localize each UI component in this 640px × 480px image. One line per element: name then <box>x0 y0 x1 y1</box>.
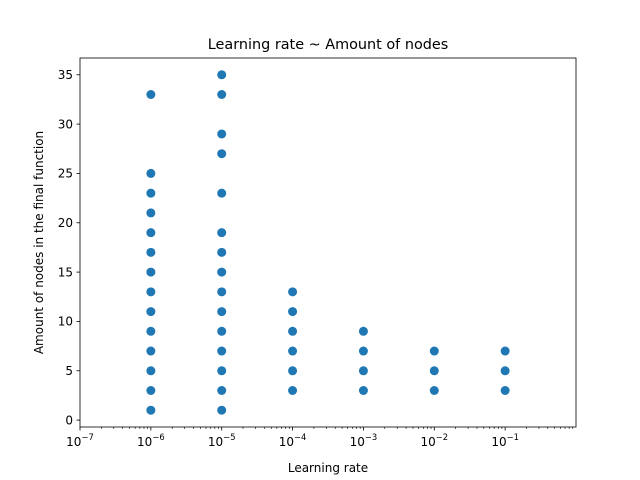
data-point <box>146 168 156 178</box>
x-tick-label: 10−5 <box>208 432 236 449</box>
x-tick-base: 10 <box>66 435 81 449</box>
x-tick-label: 10−7 <box>66 432 94 449</box>
data-point <box>288 287 298 297</box>
data-point <box>288 307 298 317</box>
data-point <box>288 366 298 376</box>
data-point <box>217 326 227 336</box>
y-tick-label: 5 <box>65 364 73 378</box>
data-point <box>358 346 368 356</box>
data-point <box>358 366 368 376</box>
data-point <box>500 385 510 395</box>
data-point <box>429 385 439 395</box>
data-point <box>288 346 298 356</box>
data-point <box>217 228 227 238</box>
x-axis-ticks: 10−7 10−6 10−5 10−4 10−3 10−2 10−1 <box>66 427 574 449</box>
data-point <box>429 366 439 376</box>
data-point <box>217 287 227 297</box>
data-point <box>146 346 156 356</box>
x-tick-exponent: −1 <box>507 432 519 442</box>
x-tick-label: 10−3 <box>350 432 378 449</box>
x-tick-base: 10 <box>279 435 294 449</box>
x-tick-exponent: −3 <box>365 432 377 442</box>
y-axis-ticks: 0 5 10 15 20 25 30 35 <box>58 68 80 427</box>
x-tick-label: 10−1 <box>491 432 519 449</box>
x-tick-base: 10 <box>491 435 506 449</box>
y-tick-label: 0 <box>65 413 73 427</box>
data-point <box>217 129 227 139</box>
data-point <box>217 149 227 159</box>
data-point <box>217 366 227 376</box>
y-tick-label: 35 <box>58 68 73 82</box>
x-tick-label: 10−2 <box>420 432 448 449</box>
x-axis-label: Learning rate <box>288 461 368 475</box>
x-tick-exponent: −6 <box>152 432 164 442</box>
x-tick-exponent: −5 <box>223 432 235 442</box>
data-point <box>146 287 156 297</box>
chart-title: Learning rate ~ Amount of nodes <box>208 37 448 53</box>
data-point <box>217 307 227 317</box>
data-point <box>288 326 298 336</box>
data-point <box>146 307 156 317</box>
data-point <box>429 346 439 356</box>
x-tick-base: 10 <box>350 435 365 449</box>
data-point <box>146 247 156 257</box>
data-point <box>217 267 227 277</box>
data-point <box>146 267 156 277</box>
y-tick-label: 25 <box>58 167 73 181</box>
x-tick-label: 10−4 <box>279 432 307 449</box>
y-tick-label: 10 <box>58 315 73 329</box>
data-point <box>217 346 227 356</box>
x-tick-base: 10 <box>137 435 152 449</box>
data-point <box>217 90 227 100</box>
y-tick-label: 15 <box>58 265 73 279</box>
data-point <box>217 405 227 415</box>
data-point <box>500 366 510 376</box>
data-point <box>146 326 156 336</box>
x-tick-exponent: −4 <box>294 432 306 442</box>
data-point <box>217 188 227 198</box>
data-point <box>146 366 156 376</box>
x-tick-base: 10 <box>208 435 223 449</box>
y-tick-label: 30 <box>58 117 73 131</box>
data-point <box>217 70 227 80</box>
data-point <box>217 247 227 257</box>
data-point <box>288 385 298 395</box>
data-point <box>146 208 156 218</box>
x-tick-base: 10 <box>420 435 435 449</box>
data-point <box>146 228 156 238</box>
data-points <box>146 70 510 415</box>
data-point <box>358 326 368 336</box>
data-point <box>500 346 510 356</box>
data-point <box>217 385 227 395</box>
y-tick-label: 20 <box>58 216 73 230</box>
data-point <box>146 90 156 100</box>
data-point <box>358 385 368 395</box>
data-point <box>146 405 156 415</box>
data-point <box>146 385 156 395</box>
x-tick-exponent: −2 <box>436 432 448 442</box>
data-point <box>146 188 156 198</box>
y-axis-label: Amount of nodes in the final function <box>32 131 46 354</box>
x-tick-exponent: −7 <box>81 432 93 442</box>
x-tick-label: 10−6 <box>137 432 165 449</box>
plot-frame <box>79 57 577 428</box>
